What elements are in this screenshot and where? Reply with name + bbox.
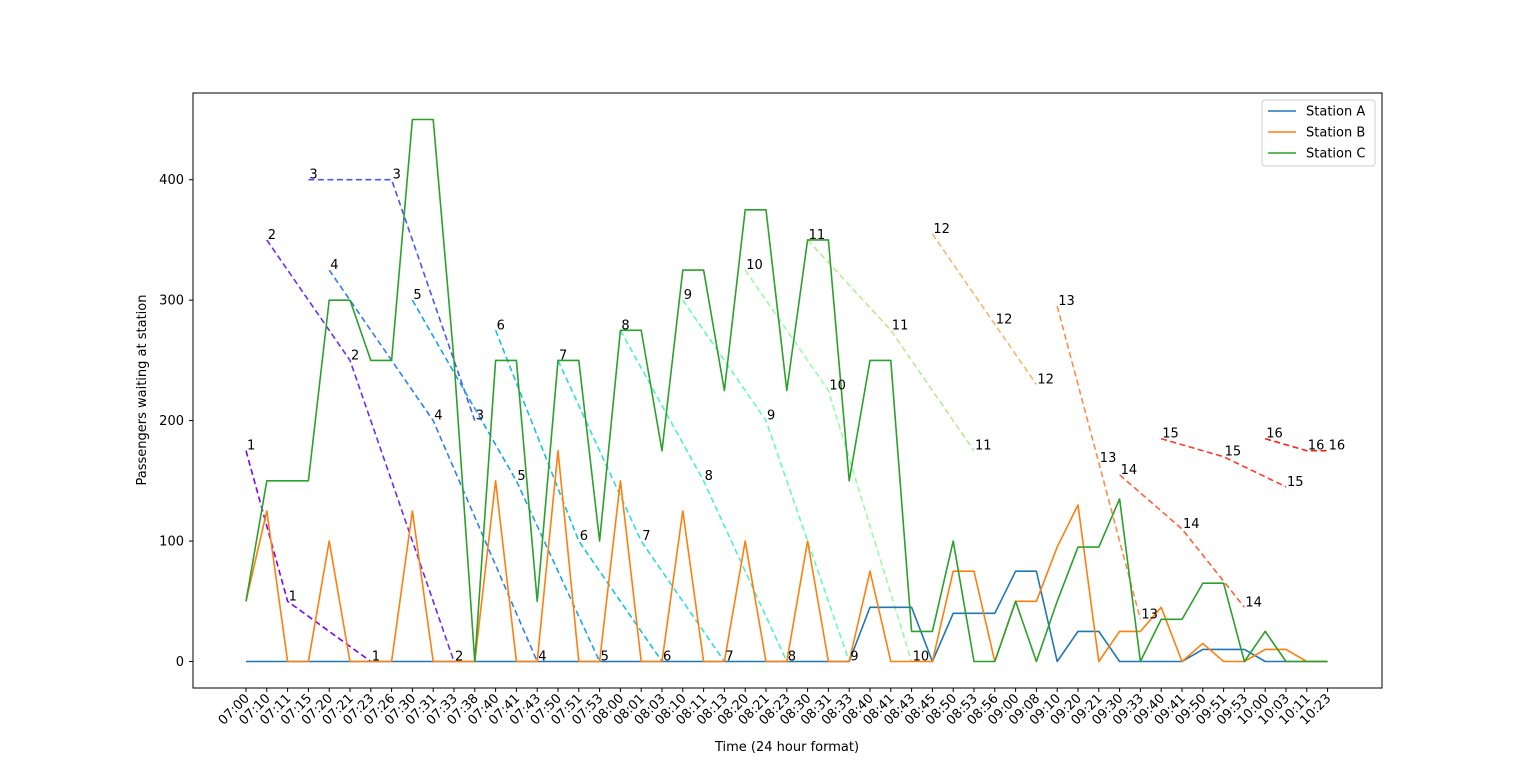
train-13-label: 13	[1100, 451, 1117, 466]
x-axis: 07:0007:1007:1107:1507:2007:2107:2307:26…	[216, 688, 1334, 728]
train-8-line	[619, 329, 788, 662]
series-line-station-b	[245, 449, 1328, 663]
train-7-label: 7	[559, 348, 567, 363]
train-16-line	[1264, 437, 1328, 452]
train-1-label: 1	[372, 650, 380, 665]
y-tick-label: 300	[159, 294, 184, 309]
train-1-label: 1	[247, 439, 255, 454]
train-13-label: 13	[1141, 607, 1158, 622]
train-2-label: 2	[351, 348, 359, 363]
train-4-label: 4	[434, 409, 442, 424]
y-tick-label: 200	[159, 414, 184, 429]
train-16-label: 16	[1329, 439, 1346, 454]
train-10-line	[744, 269, 913, 662]
train-10-label: 10	[913, 650, 930, 665]
train-5-label: 5	[413, 288, 421, 303]
train-2-line	[266, 239, 455, 662]
y-tick-label: 100	[159, 535, 184, 550]
series-line-station-c	[245, 118, 1328, 663]
train-15-label: 15	[1287, 475, 1304, 490]
train-6-label: 6	[663, 650, 671, 665]
train-12-label: 12	[1037, 372, 1054, 387]
legend-label: Station A	[1306, 105, 1365, 120]
train-8-label: 8	[705, 469, 713, 484]
y-tick-label: 400	[159, 173, 184, 188]
train-11-line	[807, 239, 975, 452]
x-axis-label: Time (24 hour format)	[714, 740, 859, 755]
train-16-label: 16	[1266, 427, 1283, 442]
train-9-label: 9	[767, 409, 775, 424]
train-5-line	[411, 299, 601, 662]
y-axis: 0 100 200 300 400	[159, 173, 193, 670]
train-3-label: 3	[393, 168, 401, 183]
train-8-label: 8	[788, 650, 796, 665]
train-12-label: 12	[996, 312, 1013, 327]
legend-label: Station B	[1306, 126, 1365, 141]
y-axis-label: Passengers waiting at station	[135, 295, 150, 486]
station-series	[245, 118, 1328, 663]
legend: Station A Station B Station C	[1261, 99, 1376, 167]
train-15-line	[1160, 437, 1287, 488]
train-14-label: 14	[1245, 595, 1262, 610]
train-6-label: 6	[580, 529, 588, 544]
train-11-label: 11	[975, 439, 992, 454]
train-14-label: 14	[1183, 517, 1200, 532]
train-13-line	[1056, 305, 1142, 620]
train-11-label: 11	[892, 318, 909, 333]
legend-label: Station C	[1306, 147, 1365, 162]
train-12-line	[931, 233, 1038, 385]
train-7-label: 7	[725, 650, 733, 665]
plot-frame	[192, 92, 1383, 689]
train-15-label: 15	[1162, 427, 1179, 442]
y-tick-label: 0	[176, 655, 184, 670]
train-11-label: 11	[809, 228, 826, 243]
train-4-line	[328, 269, 538, 662]
train-7-label: 7	[642, 529, 650, 544]
train-2-label: 2	[455, 650, 463, 665]
train-3-label: 3	[476, 409, 484, 424]
train-10-label: 10	[829, 379, 846, 394]
train-9-label: 9	[850, 650, 858, 665]
train-12-label: 12	[933, 222, 950, 237]
train-4-label: 4	[538, 650, 546, 665]
train-14-label: 14	[1121, 463, 1138, 478]
train-8-label: 8	[621, 318, 629, 333]
train-4-label: 4	[330, 258, 338, 273]
train-lines	[245, 178, 1328, 663]
train-5-label: 5	[517, 469, 525, 484]
train-9-line	[682, 299, 850, 662]
train-7-line	[557, 360, 726, 662]
train-15-label: 15	[1225, 445, 1242, 460]
train-1-label: 1	[289, 589, 297, 604]
train-2-label: 2	[268, 228, 276, 243]
train-5-label: 5	[601, 650, 609, 665]
train-10-label: 10	[746, 258, 763, 273]
legend-box	[1261, 99, 1376, 167]
train-13-label: 13	[1058, 294, 1075, 309]
train-6-line	[494, 329, 663, 662]
train-9-label: 9	[684, 288, 692, 303]
train-16-label: 16	[1308, 439, 1325, 454]
train-3-label: 3	[309, 168, 317, 183]
train-6-label: 6	[497, 318, 505, 333]
train-1-line	[245, 450, 372, 663]
